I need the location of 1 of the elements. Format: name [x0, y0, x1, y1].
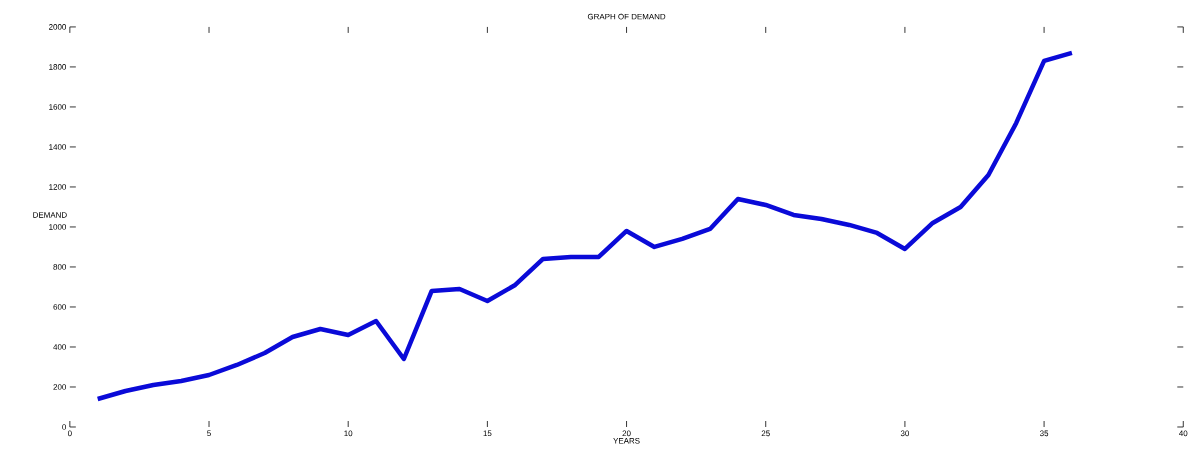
- line-series: [95, 50, 1075, 402]
